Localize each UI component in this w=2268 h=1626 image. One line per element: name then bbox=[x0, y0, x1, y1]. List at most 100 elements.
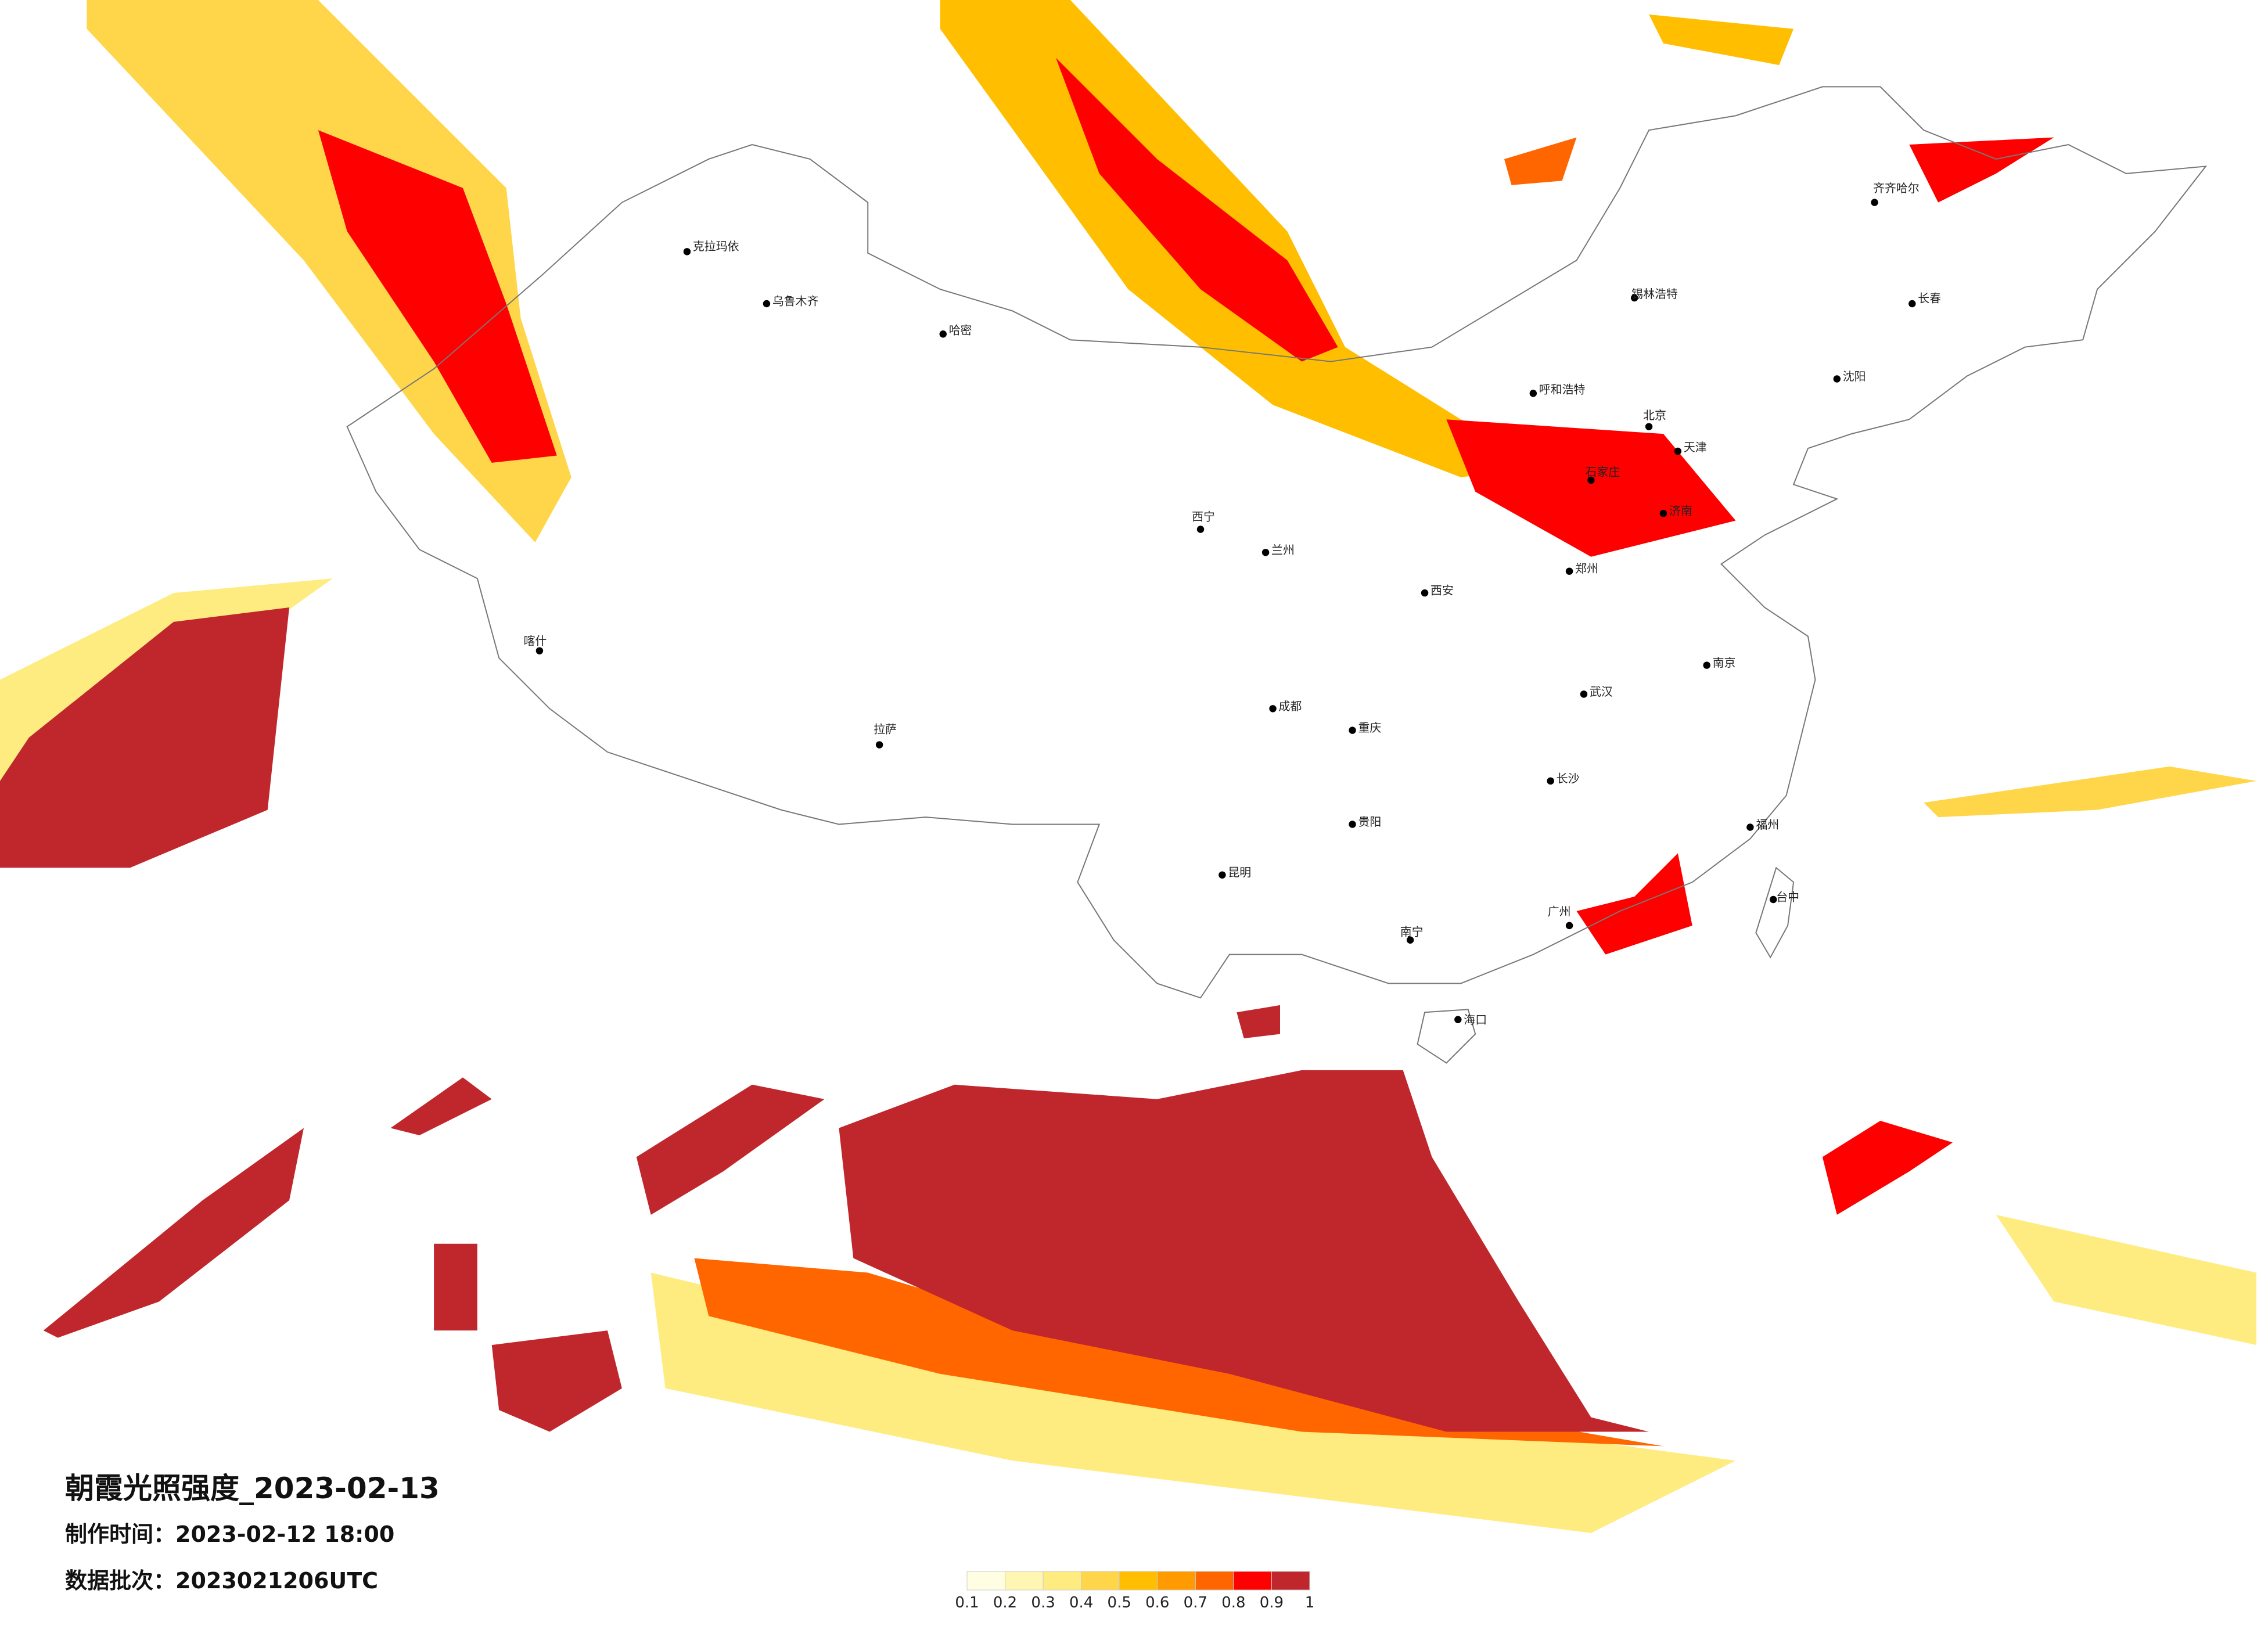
city-dot bbox=[1565, 567, 1573, 575]
city-label: 西安 bbox=[1430, 584, 1454, 598]
legend-swatch bbox=[1157, 1571, 1196, 1591]
city: 台中 bbox=[1770, 891, 1799, 904]
city: 石家庄 bbox=[1585, 465, 1620, 484]
intensity-field bbox=[0, 0, 2257, 1533]
city-label: 广州 bbox=[1548, 905, 1571, 918]
city-label: 喀什 bbox=[524, 635, 547, 648]
city: 长春 bbox=[1908, 292, 1941, 308]
intensity-area bbox=[87, 0, 572, 542]
legend-swatch bbox=[1005, 1571, 1044, 1591]
city-label: 沈阳 bbox=[1843, 370, 1866, 383]
city-dot bbox=[1871, 199, 1878, 206]
legend-swatch bbox=[1271, 1571, 1310, 1591]
city: 济南 bbox=[1659, 505, 1692, 518]
intensity-area bbox=[1576, 853, 1692, 955]
city: 武汉 bbox=[1580, 685, 1613, 699]
city: 南京 bbox=[1703, 656, 1735, 670]
city-dot bbox=[1261, 549, 1270, 556]
city: 乌鲁木齐 bbox=[763, 294, 819, 308]
hainan-outline bbox=[1417, 1009, 1476, 1064]
city-label: 呼和浩特 bbox=[1539, 383, 1586, 396]
city-dot bbox=[1421, 589, 1429, 597]
city: 成都 bbox=[1269, 700, 1302, 713]
city-dot bbox=[1659, 509, 1667, 517]
city-label: 台中 bbox=[1776, 891, 1799, 904]
intensity-area bbox=[318, 130, 557, 463]
city: 西宁 bbox=[1192, 510, 1215, 533]
city-dot bbox=[1746, 823, 1754, 831]
city-label: 拉萨 bbox=[874, 723, 897, 736]
city: 重庆 bbox=[1349, 721, 1381, 735]
legend-tick-label: 0.7 bbox=[1184, 1594, 1207, 1611]
city-dot bbox=[535, 647, 544, 654]
intensity-area bbox=[0, 607, 290, 868]
city-dot bbox=[1196, 526, 1205, 533]
intensity-area bbox=[1822, 1121, 1953, 1215]
city-dot bbox=[939, 330, 947, 338]
city: 沈阳 bbox=[1833, 370, 1866, 383]
city-label: 天津 bbox=[1684, 441, 1707, 454]
city: 长沙 bbox=[1547, 772, 1580, 785]
city-label: 兰州 bbox=[1271, 544, 1295, 557]
intensity-area bbox=[43, 1128, 304, 1338]
city-label: 北京 bbox=[1643, 409, 1666, 422]
city-dot bbox=[1908, 300, 1916, 308]
city-label: 乌鲁木齐 bbox=[772, 294, 819, 308]
city-dot bbox=[1645, 423, 1653, 430]
city: 呼和浩特 bbox=[1529, 383, 1586, 397]
city-dot bbox=[763, 300, 771, 308]
cities: 克拉玛依 乌鲁木齐 哈密 喀什 拉萨 西宁 呼和浩特 北京 天津 石家庄 济南 … bbox=[524, 182, 1942, 1027]
city: 海口 bbox=[1454, 1013, 1487, 1027]
intensity-area bbox=[1909, 137, 2054, 203]
city: 昆明 bbox=[1219, 866, 1251, 879]
production-time: 制作时间：2023-02-12 18:00 bbox=[65, 1521, 394, 1547]
city-dot bbox=[1587, 476, 1595, 484]
city-dot bbox=[1770, 895, 1777, 904]
intensity-area bbox=[1649, 14, 1794, 66]
city-dot bbox=[1269, 705, 1277, 713]
legend-tick-label: 0.2 bbox=[993, 1594, 1017, 1611]
city-label: 西宁 bbox=[1192, 510, 1215, 524]
city-label: 福州 bbox=[1756, 818, 1779, 832]
city-dot bbox=[1630, 294, 1638, 302]
city-label: 武汉 bbox=[1590, 685, 1613, 699]
city: 克拉玛依 bbox=[683, 240, 739, 256]
legend-swatch bbox=[966, 1571, 1006, 1591]
legend-tick-label: 0.5 bbox=[1108, 1594, 1131, 1611]
intensity-area bbox=[434, 1243, 477, 1331]
city-label: 克拉玛依 bbox=[693, 240, 739, 253]
intensity-area bbox=[1504, 137, 1577, 185]
intensity-area bbox=[1924, 766, 2257, 818]
intensity-area bbox=[1237, 1005, 1281, 1039]
intensity-area bbox=[1446, 419, 1736, 557]
city: 兰州 bbox=[1261, 544, 1295, 557]
legend-swatch bbox=[1081, 1571, 1120, 1591]
city-dot bbox=[1454, 1016, 1462, 1023]
intensity-area bbox=[839, 1070, 1649, 1432]
city-dot bbox=[1406, 936, 1414, 944]
city: 北京 bbox=[1643, 409, 1666, 430]
city-label: 昆明 bbox=[1228, 866, 1251, 879]
city: 哈密 bbox=[939, 323, 972, 338]
city-label: 锡林浩特 bbox=[1631, 287, 1678, 301]
city: 天津 bbox=[1674, 441, 1707, 455]
intensity-area bbox=[1055, 57, 1338, 362]
city-dot bbox=[683, 248, 691, 256]
city: 贵阳 bbox=[1349, 815, 1381, 829]
legend-tick-label: 0.6 bbox=[1145, 1594, 1169, 1611]
city-label: 石家庄 bbox=[1585, 465, 1620, 479]
city-dot bbox=[875, 741, 883, 749]
city: 喀什 bbox=[524, 635, 547, 654]
city-dot bbox=[1529, 390, 1537, 397]
legend: 0.1 0.2 0.3 0.4 0.5 0.6 0.7 0.8 0.9 1 bbox=[955, 1571, 1314, 1611]
map-layer: 克拉玛依 乌鲁木齐 哈密 喀什 拉萨 西宁 呼和浩特 北京 天津 石家庄 济南 … bbox=[0, 0, 2257, 1533]
city-label: 齐齐哈尔 bbox=[1873, 182, 1920, 195]
city: 西安 bbox=[1421, 584, 1454, 598]
map-title: 朝霞光照强度_2023-02-13 bbox=[65, 1472, 440, 1505]
city: 南宁 bbox=[1400, 925, 1424, 944]
legend-tick-label: 0.8 bbox=[1221, 1594, 1245, 1611]
city-label: 长沙 bbox=[1557, 772, 1580, 785]
intensity-area bbox=[636, 1084, 825, 1215]
